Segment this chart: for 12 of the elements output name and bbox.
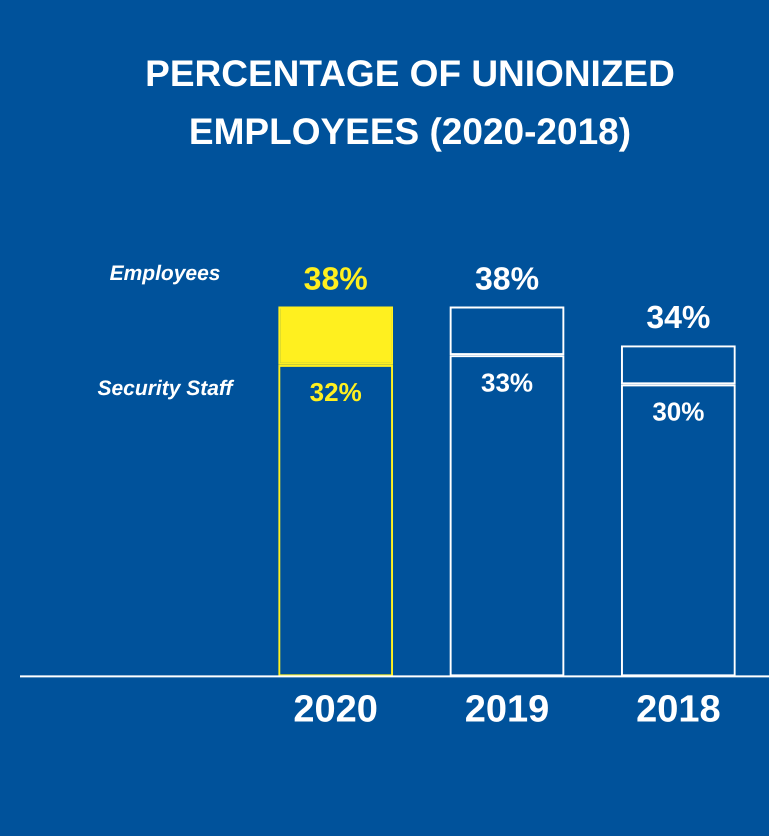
data-label: 32% [310, 377, 362, 408]
x-tick-label: 2018 [636, 688, 721, 731]
x-tick-label: 2020 [293, 688, 378, 731]
data-label: 30% [652, 396, 704, 427]
total-label: 34% [646, 299, 710, 336]
total-label: 38% [474, 260, 540, 296]
chart-title: PERCENTAGE OF UNIONIZED EMPLOYEES (2020-2018) [144, 52, 676, 154]
data-label: 33% [480, 367, 534, 398]
text: Employees [110, 262, 220, 285]
text: Security Staff [98, 377, 234, 400]
total-label: 38% [304, 260, 368, 296]
x-tick-label: 2019 [464, 688, 550, 731]
